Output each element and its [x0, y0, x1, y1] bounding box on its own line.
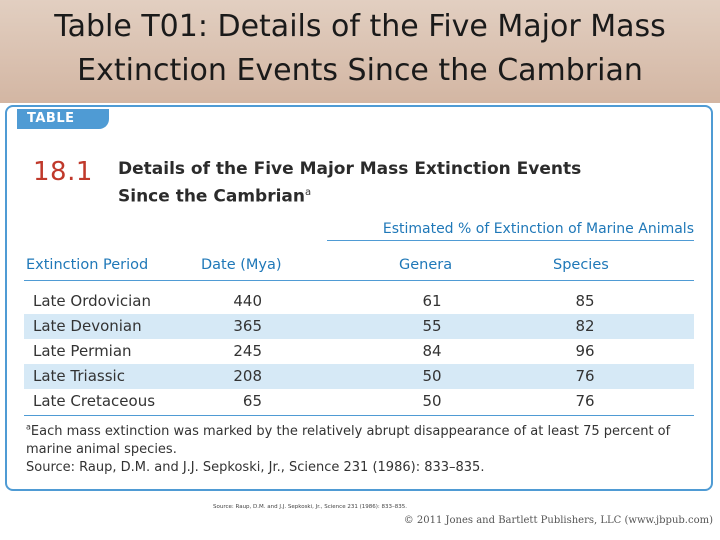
table-card: TABLE 18.1 Details of the Five Major Mas… [5, 105, 713, 491]
table-row: Late Ordovician 440 61 85 [24, 289, 694, 314]
footer-divider [24, 415, 694, 416]
cell-period: Late Permian [33, 342, 132, 360]
cell-date: 365 [233, 317, 262, 335]
table-body: Late Ordovician 440 61 85 Late Devonian … [24, 289, 694, 414]
slide-title: Table T01: Details of the Five Major Mas… [0, 0, 720, 93]
cell-date: 245 [233, 342, 262, 360]
table-tab-label: TABLE [17, 109, 109, 129]
slide-title-line-1: Table T01: Details of the Five Major Mas… [54, 9, 666, 44]
table-heading: Details of the Five Major Mass Extinctio… [118, 157, 638, 209]
table-row: Late Devonian 365 55 82 [24, 314, 694, 339]
column-group-header: Estimated % of Extinction of Marine Anim… [327, 221, 694, 241]
cell-species: 82 [575, 317, 595, 335]
cell-genera: 50 [422, 367, 442, 385]
column-header-date: Date (Mya) [201, 257, 282, 273]
cell-period: Late Ordovician [33, 292, 151, 310]
footnote-body: Each mass extinction was marked by the r… [26, 424, 671, 458]
cell-genera: 50 [422, 392, 442, 410]
table-heading-line-1: Details of the Five Major Mass Extinctio… [118, 159, 582, 179]
table-row: Late Triassic 208 50 76 [24, 364, 694, 389]
table-footnote: aEach mass extinction was marked by the … [26, 419, 686, 477]
cell-date: 440 [233, 292, 262, 310]
table-heading-line-2: Since the Cambrian [118, 186, 305, 207]
cell-species: 85 [575, 292, 595, 310]
cell-period: Late Triassic [33, 367, 125, 385]
cell-species: 96 [575, 342, 595, 360]
header-divider [24, 280, 694, 281]
cell-species: 76 [575, 392, 595, 410]
cell-genera: 55 [422, 317, 442, 335]
cell-date: 208 [233, 367, 262, 385]
cell-species: 76 [575, 367, 595, 385]
heading-note-mark: a [305, 187, 312, 198]
footnote-text: aEach mass extinction was marked by the … [26, 423, 671, 458]
table-source: Source: Raup, D.M. and J.J. Sepkoski, Jr… [26, 460, 485, 476]
cell-date: 65 [242, 392, 262, 410]
slide-title-line-2: Extinction Events Since the Cambrian [77, 53, 643, 88]
column-header-genera: Genera [399, 257, 453, 273]
column-header-period: Extinction Period [26, 257, 149, 273]
cell-genera: 61 [422, 292, 442, 310]
slide-source-caption: Source: Raup, D.M. and J.J. Sepkoski, Jr… [213, 504, 407, 510]
slide-header: Table T01: Details of the Five Major Mas… [0, 0, 720, 103]
cell-period: Late Cretaceous [33, 392, 156, 410]
table-row: Late Permian 245 84 96 [24, 339, 694, 364]
cell-genera: 84 [422, 342, 442, 360]
table-number: 18.1 [33, 157, 93, 187]
table-row: Late Cretaceous 65 50 76 [24, 389, 694, 414]
copyright-notice: © 2011 Jones and Bartlett Publishers, LL… [403, 515, 713, 526]
column-header-species: Species [553, 257, 609, 273]
footnote-mark: a [26, 423, 31, 432]
cell-period: Late Devonian [33, 317, 142, 335]
